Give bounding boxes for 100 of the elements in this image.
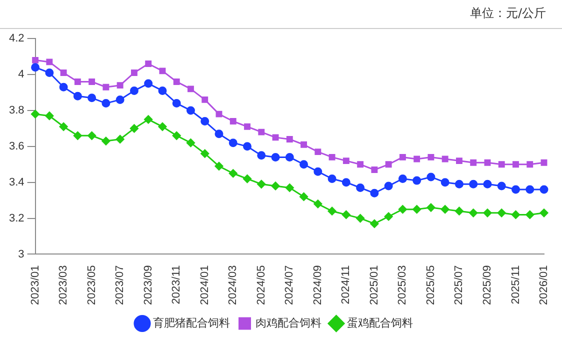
point (328, 174, 336, 184)
point (497, 182, 506, 190)
point (102, 136, 110, 146)
legend-label: 肉鸡配合饲料 (255, 316, 322, 330)
point (116, 134, 124, 144)
x-tick-label: 2023/03 (58, 265, 70, 306)
point (398, 205, 407, 214)
point (342, 210, 350, 219)
point (440, 205, 450, 214)
point (102, 99, 110, 108)
point (59, 82, 68, 92)
point (228, 138, 238, 148)
x-tick-label: 2024/11 (340, 265, 352, 304)
point (200, 117, 210, 126)
point (159, 68, 166, 74)
point (314, 148, 322, 156)
point (357, 161, 364, 168)
point (512, 161, 519, 168)
x-tick-label: 2023/07 (114, 265, 126, 306)
point (130, 70, 138, 76)
x-tick-label: 2024/09 (312, 265, 324, 306)
point (244, 123, 250, 130)
point (130, 86, 138, 95)
point (60, 70, 67, 76)
point (440, 178, 450, 187)
point (526, 185, 534, 194)
point (188, 86, 194, 92)
point (243, 142, 252, 151)
point (243, 174, 252, 184)
point (230, 118, 236, 124)
point (158, 122, 167, 131)
point (102, 84, 110, 90)
point (88, 131, 96, 140)
point (145, 60, 152, 67)
point (370, 188, 379, 198)
x-tick-label: 2024/01 (198, 265, 211, 306)
point (328, 206, 336, 216)
x-tick-label: 2023/01 (29, 265, 42, 306)
point (272, 134, 279, 141)
x-tick-label: 2025/09 (482, 265, 494, 306)
point (285, 152, 294, 162)
point (216, 110, 222, 118)
y-tick-label: 4.2 (8, 32, 24, 45)
point (214, 162, 224, 170)
point (214, 130, 224, 138)
point (470, 159, 477, 166)
point (412, 176, 422, 185)
point (398, 174, 407, 184)
legend-label: 育肥猪配合饲料 (152, 316, 230, 330)
x-tick-label: 2025/07 (453, 265, 466, 306)
x-tick-label: 2024/07 (284, 265, 296, 306)
point (314, 167, 322, 176)
x-tick-label: 2025/01 (368, 265, 380, 306)
point (483, 180, 492, 188)
point (526, 161, 534, 168)
point (173, 78, 180, 85)
y-tick-label: 3.8 (8, 104, 24, 117)
point (483, 208, 492, 218)
point (484, 159, 491, 166)
point (469, 180, 478, 188)
point (456, 158, 462, 164)
point (46, 58, 53, 66)
x-tick-label: 2023/11 (170, 265, 183, 304)
point (200, 149, 210, 158)
point (32, 56, 39, 64)
x-tick-label: 2024/03 (227, 265, 240, 306)
x-tick-label: 2023/09 (142, 265, 154, 306)
point (469, 208, 478, 218)
point (172, 131, 181, 140)
point (186, 106, 195, 115)
y-tick-label: 3.4 (8, 176, 24, 188)
text: 单位：元/公斤 (470, 5, 546, 22)
point (540, 185, 548, 194)
point (356, 214, 365, 223)
point (271, 152, 280, 162)
point (371, 166, 378, 174)
point (300, 192, 308, 201)
x-tick-label: 2025/03 (396, 265, 409, 306)
point (385, 161, 392, 168)
point (258, 128, 265, 136)
point (414, 156, 420, 162)
point (116, 82, 124, 89)
point (45, 112, 54, 120)
point (426, 172, 436, 182)
point (454, 180, 464, 188)
point (202, 96, 208, 103)
point (271, 182, 280, 190)
point (73, 92, 82, 100)
x-tick-label: 2026/01 (538, 265, 550, 306)
point (73, 131, 82, 140)
point (116, 95, 124, 104)
point (442, 156, 448, 162)
point (186, 138, 195, 148)
point (300, 160, 308, 169)
x-tick-label: 2025/11 (510, 265, 522, 304)
point (511, 185, 520, 194)
point (314, 200, 322, 208)
point (285, 184, 294, 192)
point (31, 110, 40, 118)
point (511, 210, 520, 219)
